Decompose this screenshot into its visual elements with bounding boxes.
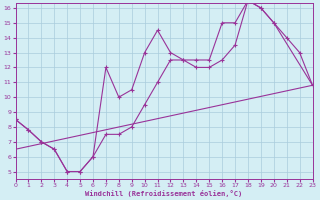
X-axis label: Windchill (Refroidissement éolien,°C): Windchill (Refroidissement éolien,°C) — [85, 190, 243, 197]
